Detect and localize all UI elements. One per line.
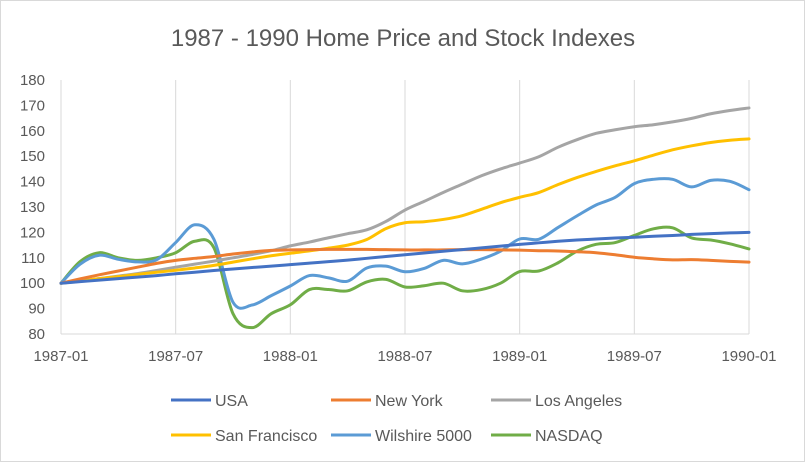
y-tick-label: 100 [20, 275, 45, 292]
y-tick-label: 80 [28, 326, 45, 343]
series-line-wilshire-5000 [59, 177, 751, 310]
y-tick-label: 180 [20, 72, 45, 89]
y-tick-label: 170 [20, 97, 45, 114]
legend-label: New York [375, 393, 444, 410]
y-tick-label: 90 [28, 301, 45, 318]
x-tick-label: 1987-01 [33, 348, 88, 365]
legend: USA New York Los Angeles San Francisco Wilsh… [171, 393, 622, 445]
x-tick-label: 1988-01 [263, 348, 318, 365]
y-tick-label: 140 [20, 174, 45, 191]
x-tick-label: 1988-07 [377, 348, 432, 365]
legend-label: San Francisco [215, 428, 317, 445]
y-tick-label: 160 [20, 123, 45, 140]
y-tick-label: 150 [20, 148, 45, 165]
axes: 1987-01 1987-07 1988-01 1988-07 1989-01 1989-… [20, 72, 777, 365]
series-line-usa [59, 230, 751, 285]
legend-label: Los Angeles [535, 393, 622, 410]
series-line-los-angeles [59, 106, 751, 285]
series-line-san-francisco [59, 137, 751, 285]
x-tick-label: 1989-01 [492, 348, 547, 365]
series-line-nasdaq [59, 225, 751, 330]
legend-label: NASDAQ [535, 428, 603, 445]
series-lines [59, 106, 751, 330]
legend-label: USA [215, 393, 248, 410]
legend-label: Wilshire 5000 [375, 428, 472, 445]
grid-lines [60, 80, 750, 334]
x-tick-label: 1987-07 [148, 348, 203, 365]
y-tick-label: 130 [20, 199, 45, 216]
y-tick-label: 120 [20, 224, 45, 241]
y-tick-label: 110 [21, 250, 45, 267]
x-tick-label: 1989-07 [607, 348, 662, 365]
chart-title: 1987 - 1990 Home Price and Stock Indexes [171, 25, 635, 52]
series-line-new-york [59, 247, 751, 285]
x-tick-label: 1990-01 [721, 348, 776, 365]
